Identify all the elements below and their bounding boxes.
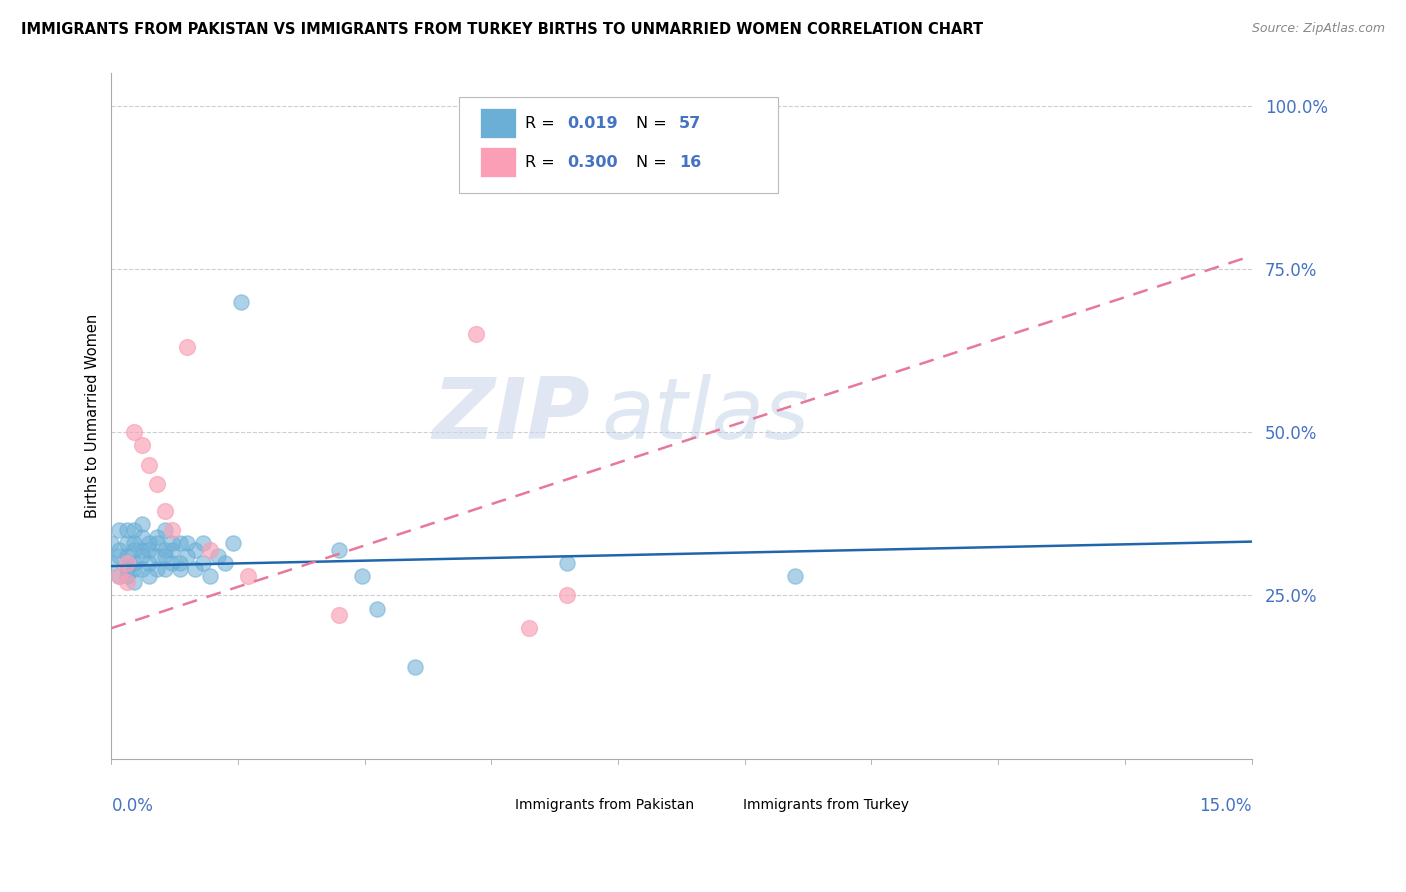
Point (153, 562, 176, 576)
Point (169, 562, 191, 576)
Text: 0.0%: 0.0% (111, 797, 153, 814)
Point (108, 523, 131, 537)
Y-axis label: Births to Unmarried Women: Births to Unmarried Women (86, 314, 100, 518)
Point (214, 556, 236, 570)
Text: N =: N = (636, 154, 672, 169)
Point (222, 536, 245, 550)
Point (122, 523, 145, 537)
Point (108, 549, 131, 564)
Point (138, 536, 160, 550)
Point (184, 542, 207, 557)
Point (100, 556, 122, 570)
Point (153, 503, 176, 517)
Point (146, 477, 169, 491)
Point (146, 549, 169, 564)
Point (207, 549, 229, 564)
Point (176, 340, 198, 354)
Point (557, 589, 579, 603)
Text: 0.019: 0.019 (568, 116, 619, 130)
Point (115, 569, 138, 583)
Point (153, 542, 176, 557)
Text: R =: R = (526, 154, 560, 169)
Point (138, 556, 160, 570)
Point (131, 562, 153, 576)
Point (122, 542, 145, 557)
Point (108, 569, 131, 583)
Point (352, 569, 374, 583)
Point (184, 562, 207, 576)
Point (519, 621, 541, 635)
Point (122, 536, 145, 550)
Point (366, 601, 388, 615)
Point (122, 562, 145, 576)
Point (131, 438, 153, 452)
Point (131, 542, 153, 557)
Point (328, 542, 350, 557)
Point (100, 536, 122, 550)
Point (557, 556, 579, 570)
Text: R =: R = (526, 116, 560, 130)
Point (115, 549, 138, 564)
Point (115, 556, 138, 570)
Point (160, 523, 183, 537)
Point (138, 542, 160, 557)
Point (146, 530, 169, 544)
Text: Immigrants from Pakistan: Immigrants from Pakistan (515, 797, 695, 812)
Point (160, 556, 183, 570)
Point (169, 556, 191, 570)
Text: Source: ZipAtlas.com: Source: ZipAtlas.com (1251, 22, 1385, 36)
Point (200, 569, 222, 583)
Text: 15.0%: 15.0% (1199, 797, 1251, 814)
Text: 16: 16 (679, 154, 702, 169)
FancyBboxPatch shape (475, 798, 502, 815)
Point (153, 523, 176, 537)
Point (138, 569, 160, 583)
Text: N =: N = (636, 116, 672, 130)
Text: 57: 57 (679, 116, 702, 130)
Point (122, 556, 145, 570)
Point (146, 536, 169, 550)
Point (131, 516, 153, 531)
Point (176, 536, 198, 550)
Point (122, 575, 145, 590)
Text: IMMIGRANTS FROM PAKISTAN VS IMMIGRANTS FROM TURKEY BIRTHS TO UNMARRIED WOMEN COR: IMMIGRANTS FROM PAKISTAN VS IMMIGRANTS F… (21, 22, 983, 37)
Text: Immigrants from Turkey: Immigrants from Turkey (742, 797, 910, 812)
Point (153, 549, 176, 564)
Point (404, 660, 426, 674)
Point (229, 294, 252, 309)
Point (146, 562, 169, 576)
Point (108, 542, 131, 557)
Point (138, 458, 160, 472)
Point (238, 569, 260, 583)
Point (115, 562, 138, 576)
Text: ZIP: ZIP (433, 375, 591, 458)
Point (115, 575, 138, 590)
Point (191, 556, 214, 570)
FancyBboxPatch shape (479, 108, 516, 138)
Point (200, 542, 222, 557)
Point (169, 536, 191, 550)
FancyBboxPatch shape (479, 147, 516, 178)
Point (160, 542, 183, 557)
Point (131, 530, 153, 544)
Text: 0.300: 0.300 (568, 154, 619, 169)
FancyBboxPatch shape (703, 798, 731, 815)
Point (108, 569, 131, 583)
Point (131, 549, 153, 564)
Point (465, 327, 488, 342)
Point (328, 608, 350, 623)
FancyBboxPatch shape (460, 97, 779, 193)
Point (176, 549, 198, 564)
Point (191, 536, 214, 550)
Point (785, 569, 807, 583)
Point (160, 536, 183, 550)
Point (115, 523, 138, 537)
Point (122, 425, 145, 440)
Text: atlas: atlas (602, 375, 810, 458)
Point (115, 536, 138, 550)
